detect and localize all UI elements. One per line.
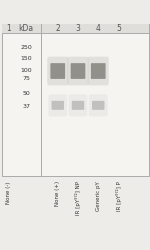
FancyBboxPatch shape [89,94,108,116]
Bar [2,24,148,176]
Text: 100: 100 [20,68,32,73]
FancyBboxPatch shape [50,63,65,79]
FancyBboxPatch shape [68,57,88,86]
FancyBboxPatch shape [92,101,104,110]
FancyBboxPatch shape [48,94,67,116]
Text: 4: 4 [96,24,101,32]
Text: IR [pY⁹⁷²] P: IR [pY⁹⁷²] P [116,181,122,211]
FancyBboxPatch shape [88,57,109,86]
Text: 50: 50 [22,91,30,96]
FancyBboxPatch shape [52,101,64,110]
Text: 3: 3 [76,24,80,32]
Text: 75: 75 [22,76,30,81]
Bar [2,24,148,32]
Text: Generic pY: Generic pY [96,181,101,211]
Text: 5: 5 [116,24,121,32]
Text: kDa: kDa [19,24,34,32]
FancyBboxPatch shape [91,63,106,79]
Text: 150: 150 [20,56,32,61]
FancyBboxPatch shape [47,57,68,86]
FancyBboxPatch shape [72,101,84,110]
Text: 1: 1 [6,24,11,32]
FancyBboxPatch shape [71,63,85,79]
Text: None (+): None (+) [55,181,60,206]
Text: 37: 37 [22,104,30,109]
Text: 250: 250 [20,45,32,50]
FancyBboxPatch shape [69,94,87,116]
Text: None (-): None (-) [6,181,11,204]
Text: 2: 2 [55,24,60,32]
Text: IR [pY⁹⁷²] NP: IR [pY⁹⁷²] NP [75,181,81,215]
